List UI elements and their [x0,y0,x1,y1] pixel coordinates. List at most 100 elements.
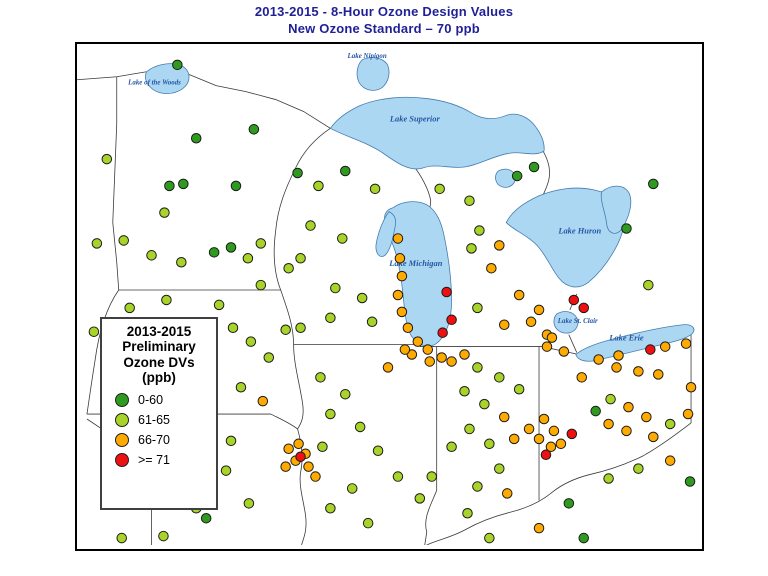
border-il-in [424,346,438,546]
monitor-dot-61-65 [325,312,336,324]
monitor-dot-61-65 [354,421,366,433]
legend-title-line2: Preliminary [122,339,196,355]
monitor-dot-61-65 [159,207,170,218]
monitor-dot-71 [295,451,306,462]
monitor-dot-0-60 [648,178,659,190]
monitor-dot-61-65 [484,532,495,544]
monitor-dot-66-70 [623,401,634,413]
map-svg: Lake of the Woods Lake Nipigon Lake Superi… [77,52,697,546]
page-title-line1: 2013-2015 - 8-Hour Ozone Design Values [254,4,514,19]
monitor-dot-61-65 [91,238,103,249]
monitor-dot-61-65 [426,471,437,482]
legend-swatch-icon [115,433,129,447]
border-ia-west [86,289,120,415]
monitor-dot-61-65 [295,322,306,333]
monitor-dot-66-70 [541,341,553,352]
monitor-dot-66-70 [548,425,560,437]
lake-label: Lake Huron [557,225,601,235]
monitor-dot-0-60 [590,405,601,417]
legend-items: 0-60 61-65 66-70 >= 71 [102,390,216,470]
monitor-dot-71 [540,449,552,460]
lake-of-the-woods-shape [145,63,190,94]
legend-item-label: 66-70 [138,433,170,447]
monitor-dot-61-65 [101,153,113,165]
monitor-dot-0-60 [528,161,540,173]
monitor-dot-66-70 [533,433,545,445]
monitor-dot-66-70 [422,344,434,355]
monitor-dot-61-65 [369,183,381,195]
monitor-dot-71 [578,302,590,314]
monitor-dot-61-65 [513,383,525,395]
monitor-dot-0-60 [340,165,351,177]
monitor-dot-61-65 [295,253,306,264]
border-ohio-river [426,422,692,546]
monitor-dot-0-60 [208,247,220,258]
monitor-dot-0-60 [578,532,590,544]
monitor-dot-66-70 [396,306,408,318]
monitor-dot-61-65 [346,483,358,494]
monitor-dot-61-65 [479,398,490,410]
monitor-dot-61-65 [225,435,237,447]
monitor-dot-61-65 [392,471,404,482]
monitor-dot-66-70 [664,455,676,466]
monitor-dot-61-65 [459,385,470,397]
legend-item: 0-60 [102,390,216,410]
monitor-dot-61-65 [235,382,247,393]
monitor-dot-61-65 [643,279,654,291]
monitor-dot-66-70 [382,362,394,373]
monitor-dot-61-65 [263,352,275,363]
green-bay-shape [375,211,397,257]
legend-item-label: 0-60 [138,393,164,407]
legend-item-label: >= 71 [138,453,170,467]
lake-erie-shape [575,324,695,362]
monitor-dot-0-60 [164,180,175,192]
legend-title-line4: (ppb) [142,369,176,385]
monitor-dot-61-65 [161,294,172,306]
monitor-dot-61-65 [605,393,616,405]
lake-label: Lake Superior [389,113,441,123]
monitor-dot-66-70 [402,322,414,333]
monitor-dot-66-70 [603,418,614,430]
monitor-dot-0-60 [511,170,523,182]
monitor-dot-0-60 [190,132,202,144]
monitor-dot-66-70 [621,425,632,437]
monitor-dot-66-70 [613,350,624,361]
monitor-dot-61-65 [325,503,336,514]
monitor-dot-61-65 [472,481,483,492]
monitor-dot-61-65 [124,302,135,314]
monitor-dot-66-70 [394,253,406,264]
monitor-dot-66-70 [648,431,659,443]
monitor-dot-71 [568,294,580,306]
monitor-dot-0-60 [292,167,303,179]
monitor-dot-71 [566,428,578,440]
monitor-dot-66-70 [399,344,411,355]
monitor-dot-61-65 [340,388,351,400]
map-frame: Lake of the Woods Lake Nipigon Lake Superi… [75,42,704,551]
border-us-canada [77,65,331,129]
monitor-dot-61-65 [474,225,485,236]
monitor-dots [88,59,697,544]
monitor-dot-61-65 [118,235,129,246]
lake-label: Lake Michigan [388,258,442,268]
monitor-dot-66-70 [283,443,294,455]
legend: 2013-2015 Preliminary Ozone DVs (ppb) 0-… [100,317,218,510]
monitor-dot-0-60 [200,512,212,524]
monitor-dot-61-65 [315,372,326,383]
monitor-dot-61-65 [366,316,378,328]
legend-item-label: 61-65 [138,413,170,427]
monitor-dot-66-70 [396,270,408,282]
monitor-dot-61-65 [88,326,100,337]
legend-swatch-icon [115,393,129,407]
monitor-dot-61-65 [356,292,368,304]
monitor-dot-71 [437,327,448,338]
monitor-dot-61-65 [313,180,324,192]
legend-item: 61-65 [102,410,216,430]
monitor-dot-61-65 [158,530,169,542]
monitor-dot-61-65 [283,262,294,274]
lake-label: Lake Erie [608,333,644,343]
monitor-dot-61-65 [362,517,374,529]
monitor-dot-61-65 [330,282,341,294]
legend-title-line1: 2013-2015 [126,324,192,339]
monitor-dot-66-70 [558,346,570,357]
monitor-dot-61-65 [245,336,257,347]
